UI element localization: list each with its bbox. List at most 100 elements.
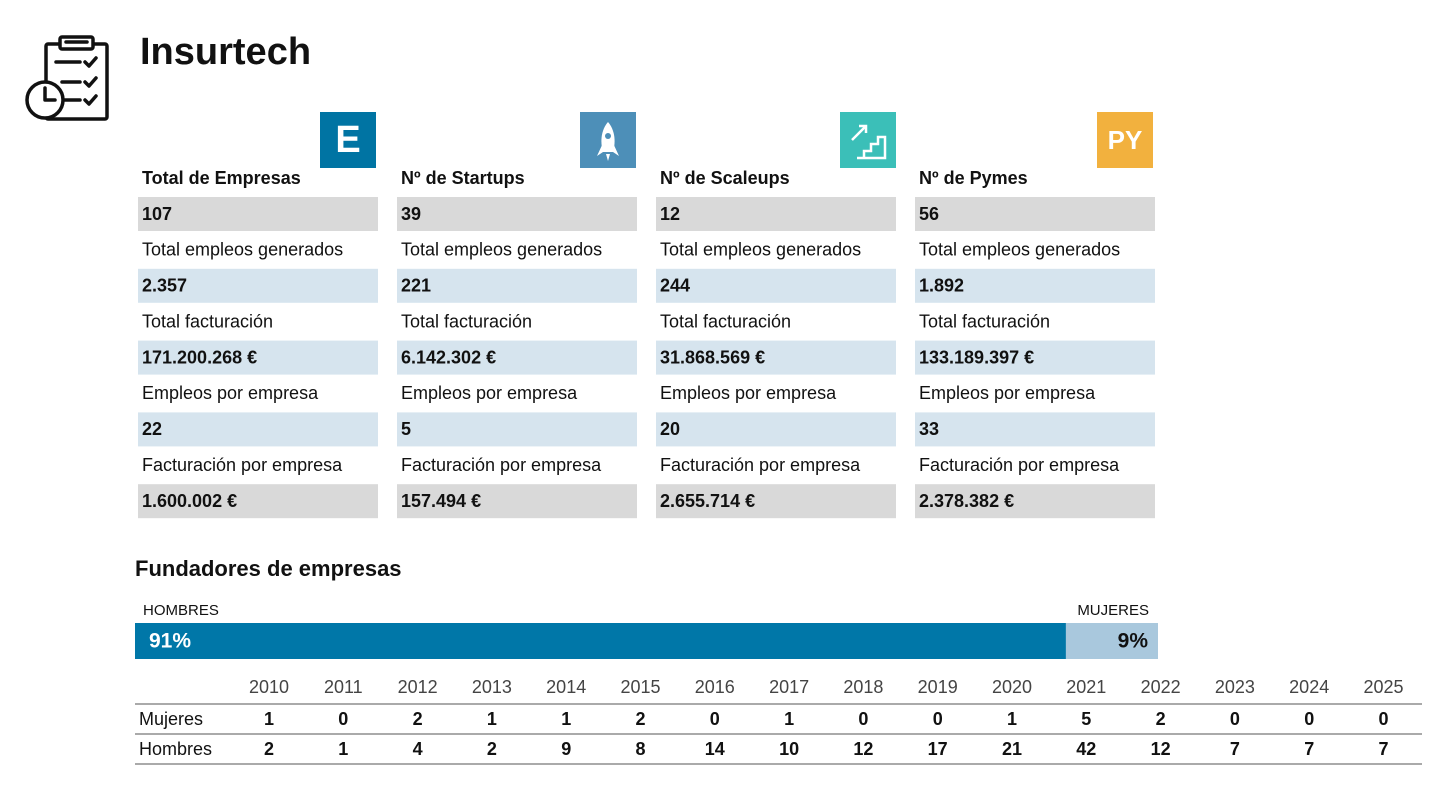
- founders-bar: 91% 9%: [135, 623, 1158, 659]
- value-box: [915, 340, 1155, 375]
- cell: 0: [933, 709, 943, 729]
- value-box: [915, 484, 1155, 519]
- value-box: [397, 340, 637, 375]
- metric-label: Empleos por empresa: [401, 383, 578, 403]
- value-box: [656, 268, 896, 303]
- value: 31.868.569 €: [660, 347, 765, 367]
- value: 20: [660, 419, 680, 439]
- bar-value-label: 9%: [1118, 630, 1149, 653]
- cell: 1: [561, 709, 571, 729]
- year-header: 2018: [843, 677, 883, 697]
- year-header: 2010: [249, 677, 289, 697]
- cell: 1: [487, 709, 497, 729]
- cards: E 107 Total de Empresas 2.357 Total empleos …: [138, 112, 1155, 519]
- value: 171.200.268 €: [142, 347, 257, 367]
- value-box: [656, 340, 896, 375]
- metric-label: Facturación por empresa: [919, 455, 1120, 475]
- metric-label: Total empleos generados: [142, 240, 343, 260]
- value: 5: [401, 419, 411, 439]
- metric-label: Total facturación: [919, 311, 1050, 331]
- year-header: 2014: [546, 677, 586, 697]
- cell: 0: [1378, 709, 1388, 729]
- value-box: [138, 484, 378, 519]
- value-box: [915, 197, 1155, 231]
- icon-letter: PY: [1108, 125, 1143, 155]
- bar-right-label: MUJERES: [1077, 602, 1149, 619]
- metric-label: Total empleos generados: [919, 240, 1120, 260]
- cell: 8: [635, 739, 645, 759]
- value: 133.189.397 €: [919, 347, 1034, 367]
- value: 39: [401, 204, 421, 224]
- value-box: [656, 412, 896, 447]
- metric-label: Total facturación: [660, 311, 791, 331]
- icon-box: [1097, 112, 1153, 168]
- year-header: 2011: [324, 677, 363, 697]
- value-box: [138, 197, 378, 231]
- year-header: 2017: [769, 677, 809, 697]
- card-title: Total de Empresas: [142, 168, 301, 188]
- cell: 7: [1230, 739, 1240, 759]
- cell: 12: [853, 739, 873, 759]
- year-header: 2024: [1289, 677, 1329, 697]
- metric-label: Total empleos generados: [401, 240, 602, 260]
- metric-label: Empleos por empresa: [919, 383, 1096, 403]
- value-box: [138, 412, 378, 447]
- cell: 0: [338, 709, 348, 729]
- cell: 0: [1230, 709, 1240, 729]
- value: 157.494 €: [401, 491, 481, 511]
- cell: 4: [413, 739, 423, 759]
- rocket-icon: [580, 112, 636, 168]
- value-box: [138, 268, 378, 303]
- value-box: [656, 197, 896, 231]
- cell: 2: [264, 739, 274, 759]
- cell: 0: [858, 709, 868, 729]
- cell: 1: [784, 709, 794, 729]
- card-title: Nº de Scaleups: [660, 168, 790, 188]
- card-title: Nº de Startups: [401, 168, 525, 188]
- metric-label: Empleos por empresa: [142, 383, 319, 403]
- bar-value-label: 91%: [149, 630, 191, 653]
- value-box: [915, 268, 1155, 303]
- value: 1.600.002 €: [142, 491, 237, 511]
- year-header: 2016: [695, 677, 735, 697]
- value: 2.655.714 €: [660, 491, 755, 511]
- bar-segment: [1065, 623, 1158, 659]
- value: 22: [142, 419, 162, 439]
- cell: 2: [635, 709, 645, 729]
- card-title: Nº de Pymes: [919, 168, 1028, 188]
- cell: 7: [1304, 739, 1314, 759]
- value: 2.357: [142, 276, 187, 296]
- cell: 0: [1304, 709, 1314, 729]
- bar-segment: [135, 623, 1066, 659]
- year-header: 2013: [472, 677, 512, 697]
- cell: 1: [264, 709, 274, 729]
- value-box: [397, 197, 637, 231]
- metric-label: Empleos por empresa: [660, 383, 837, 403]
- value-box: [656, 484, 896, 519]
- cell: 5: [1081, 709, 1091, 729]
- cell: 2: [413, 709, 423, 729]
- year-header: 2020: [992, 677, 1032, 697]
- section-title: Fundadores de empresas: [135, 556, 402, 581]
- icon-letter: E: [335, 119, 360, 161]
- cell: 17: [928, 739, 948, 759]
- value: 33: [919, 419, 939, 439]
- value-box: [397, 412, 637, 447]
- cell: 0: [710, 709, 720, 729]
- year-header: 2021: [1066, 677, 1106, 697]
- clipboard-icon: [25, 35, 109, 121]
- row-label: Mujeres: [139, 709, 203, 729]
- metric-label: Facturación por empresa: [401, 455, 602, 475]
- metric-label: Total facturación: [142, 311, 273, 331]
- value: 221: [401, 276, 431, 296]
- page-title: Insurtech: [140, 31, 311, 73]
- value-box: [397, 484, 637, 519]
- value-box: [915, 412, 1155, 447]
- year-header: 2015: [620, 677, 660, 697]
- value: 2.378.382 €: [919, 491, 1014, 511]
- metric-label: Total empleos generados: [660, 240, 861, 260]
- icon-box: [320, 112, 376, 168]
- year-header: 2022: [1141, 677, 1181, 697]
